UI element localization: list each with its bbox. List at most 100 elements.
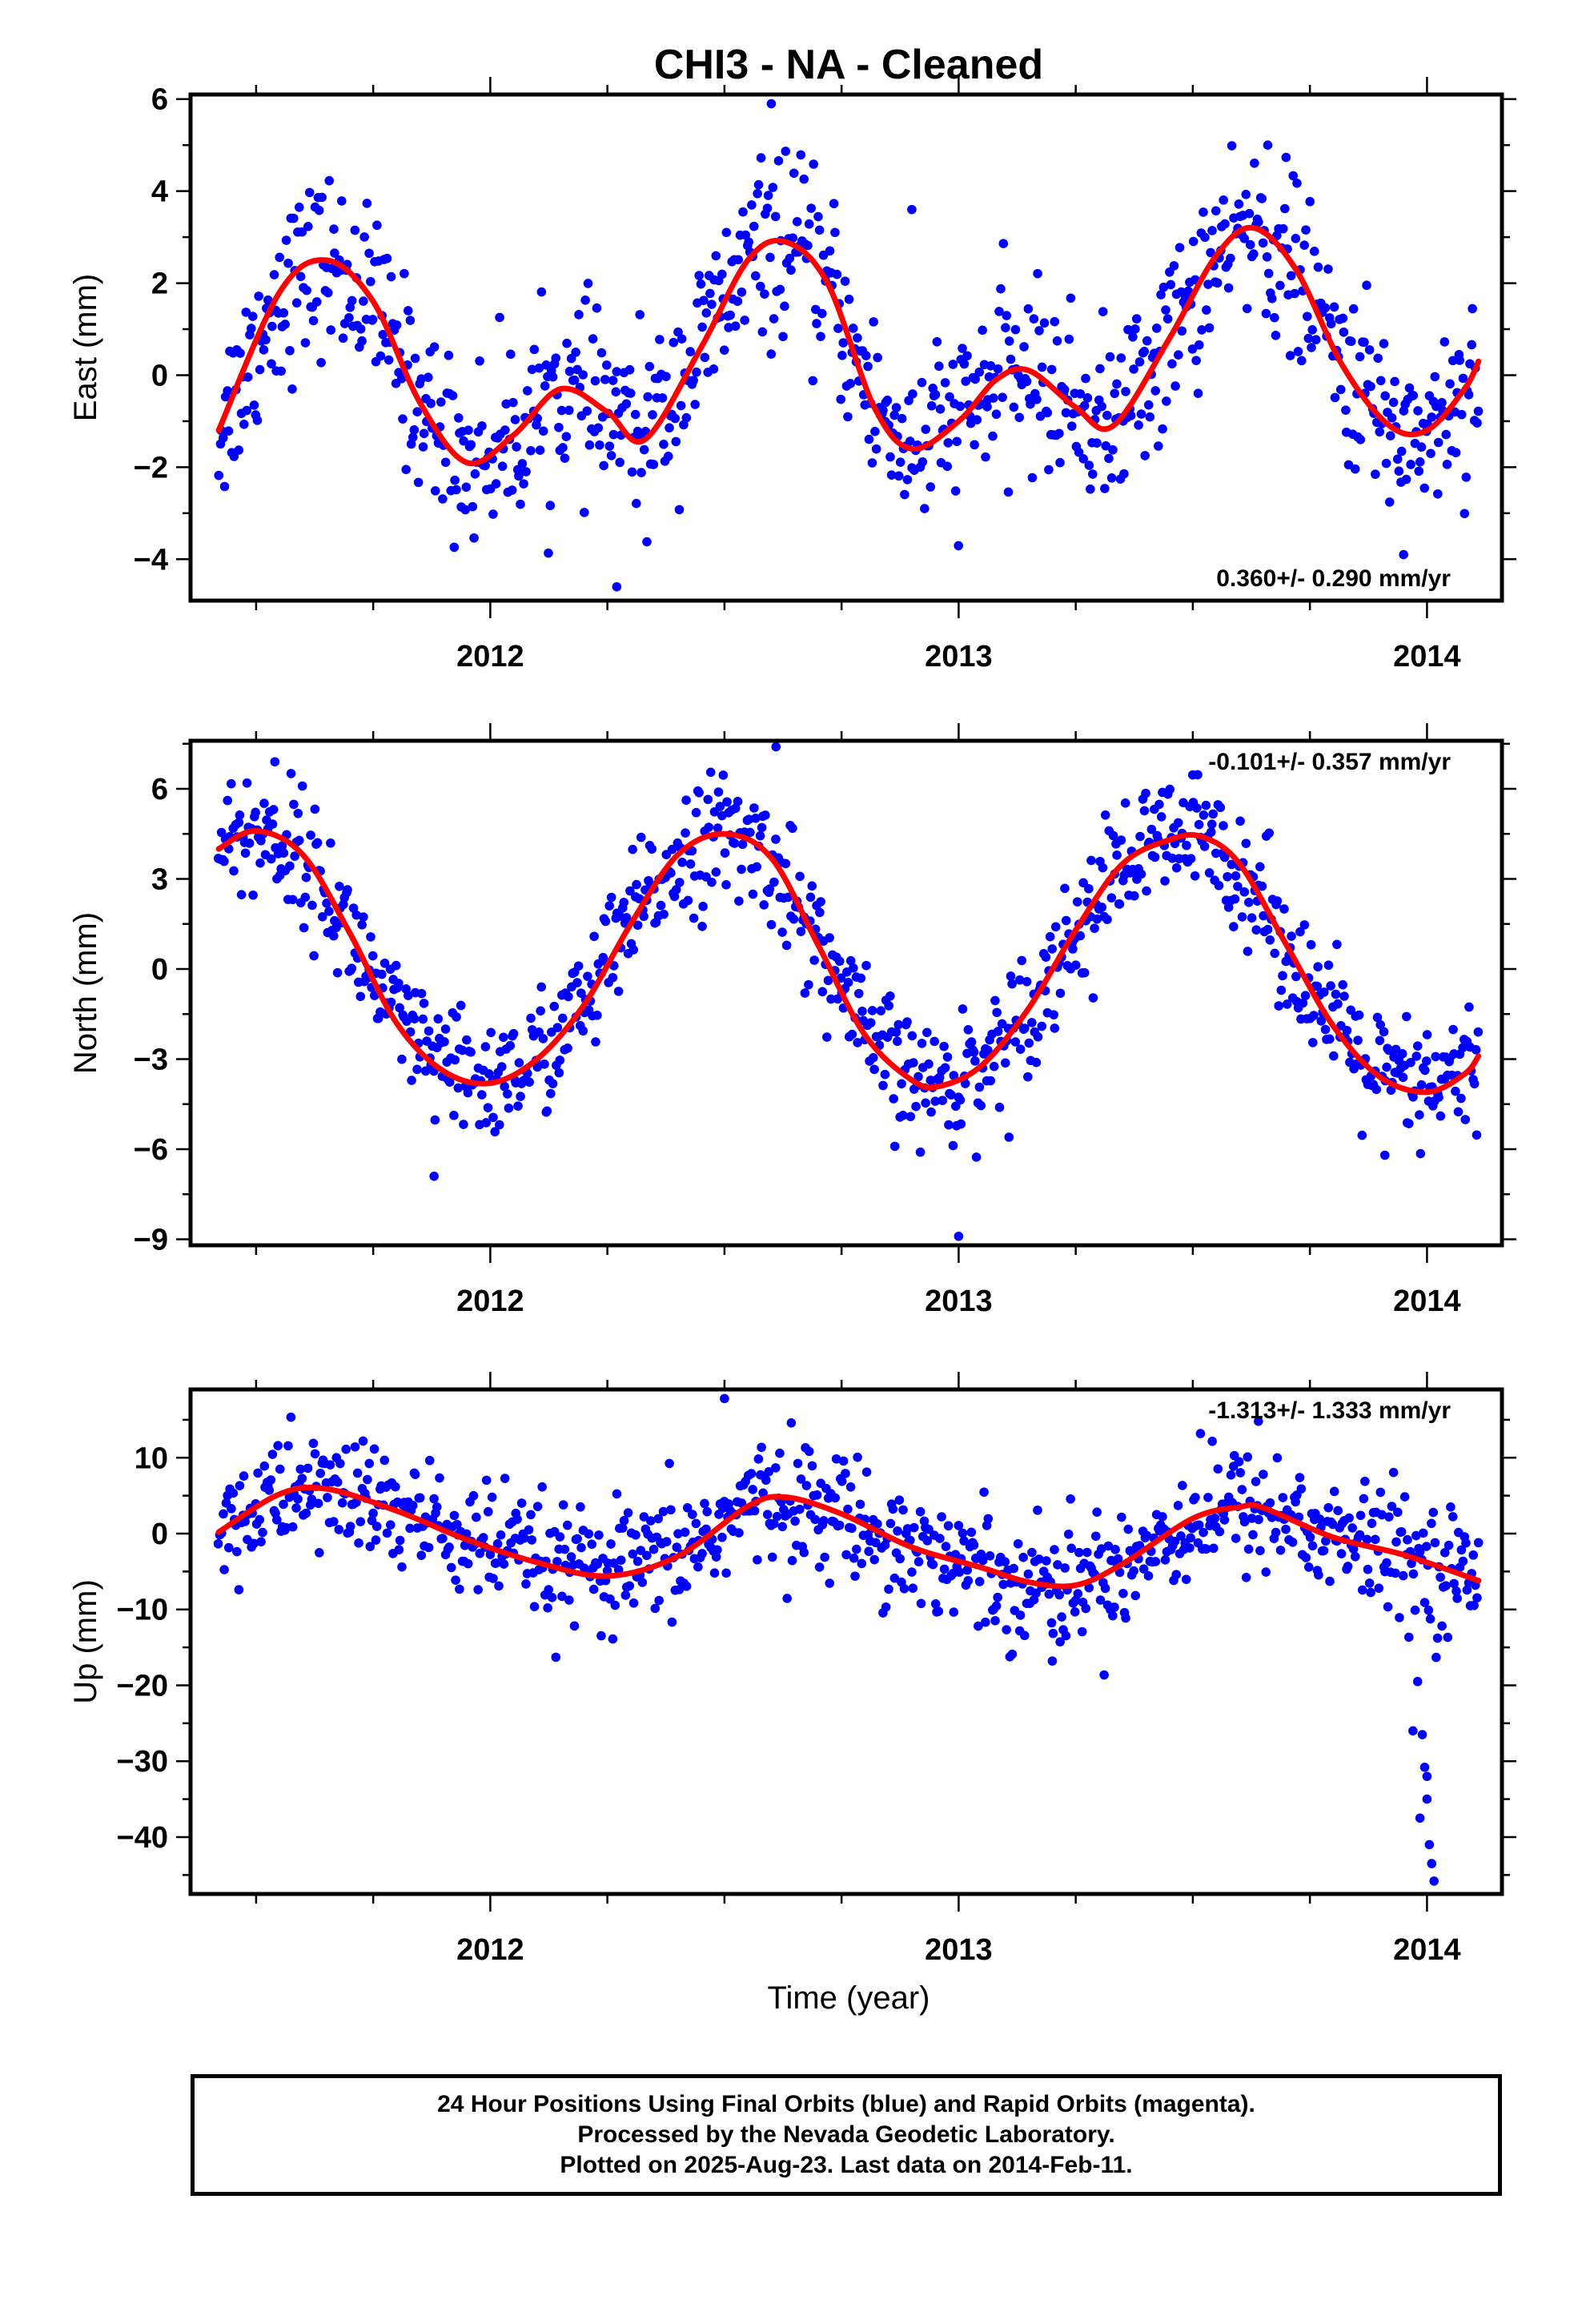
- data-point: [255, 364, 265, 375]
- data-point: [653, 1514, 664, 1524]
- data-point: [252, 416, 263, 425]
- data-point: [1360, 1476, 1370, 1486]
- data-point: [753, 1454, 764, 1464]
- data-point: [475, 356, 484, 366]
- data-point: [845, 1482, 856, 1492]
- data-point: [1370, 1534, 1380, 1545]
- data-point: [409, 425, 420, 435]
- data-point: [444, 1077, 455, 1088]
- data-point: [803, 240, 813, 251]
- data-point: [453, 1083, 464, 1093]
- data-point: [248, 890, 258, 900]
- data-point: [761, 810, 770, 820]
- data-point: [1383, 1045, 1394, 1055]
- data-point: [1398, 1072, 1408, 1083]
- data-point: [446, 1562, 456, 1573]
- data-point: [1220, 219, 1230, 229]
- data-point: [410, 1470, 420, 1479]
- data-point: [696, 279, 706, 289]
- data-point: [679, 420, 689, 430]
- data-point: [269, 270, 279, 279]
- data-point: [761, 1475, 771, 1486]
- data-point: [916, 1598, 926, 1609]
- data-point: [295, 1464, 306, 1474]
- data-point: [959, 1536, 969, 1546]
- data-point: [377, 969, 387, 979]
- data-point: [661, 1537, 672, 1546]
- data-point: [789, 914, 799, 924]
- data-point: [1443, 1632, 1453, 1642]
- data-point: [1375, 1019, 1386, 1030]
- data-point: [1081, 373, 1090, 384]
- data-point: [1336, 1549, 1347, 1558]
- data-point: [1154, 799, 1164, 810]
- data-point: [884, 1001, 893, 1011]
- data-point: [777, 1522, 788, 1532]
- data-point: [1243, 947, 1253, 956]
- data-point: [338, 333, 348, 344]
- data-point: [569, 375, 580, 385]
- data-point: [1320, 303, 1331, 313]
- data-point: [1458, 373, 1468, 384]
- data-point: [771, 1463, 781, 1473]
- data-point: [1010, 1037, 1021, 1047]
- data-point: [898, 1505, 908, 1515]
- data-point: [1419, 1762, 1430, 1772]
- data-point: [1311, 335, 1321, 344]
- data-point: [1355, 1530, 1365, 1540]
- data-point: [347, 963, 357, 973]
- data-point: [913, 1557, 924, 1566]
- data-point: [219, 856, 229, 866]
- data-point: [1019, 1630, 1030, 1641]
- data-point: [500, 425, 510, 435]
- data-point: [1214, 880, 1224, 891]
- data-point: [1114, 899, 1125, 909]
- data-point: [1355, 435, 1366, 444]
- data-point: [1237, 1485, 1247, 1494]
- data-point: [1458, 1556, 1468, 1566]
- data-point: [655, 335, 665, 344]
- data-point: [737, 839, 748, 850]
- data-point: [1404, 1119, 1414, 1128]
- data-point: [637, 1578, 648, 1587]
- data-point: [909, 1522, 919, 1533]
- data-point: [1422, 1030, 1432, 1039]
- data-point: [804, 219, 814, 229]
- data-point: [713, 1545, 722, 1555]
- data-point: [998, 239, 1009, 248]
- data-point: [343, 885, 352, 895]
- data-point: [1257, 194, 1267, 203]
- data-point: [648, 410, 657, 420]
- data-point: [1006, 971, 1016, 981]
- data-point: [540, 381, 550, 391]
- data-point: [994, 307, 1004, 316]
- data-point: [242, 778, 252, 788]
- data-point: [1367, 1518, 1377, 1529]
- data-point: [994, 1102, 1005, 1112]
- data-point: [1439, 337, 1450, 347]
- data-point: [1063, 1529, 1074, 1539]
- data-point: [448, 391, 458, 400]
- data-point: [935, 404, 946, 414]
- data-point: [749, 1506, 760, 1516]
- data-point: [838, 1456, 849, 1466]
- data-point: [1161, 305, 1170, 315]
- data-point: [323, 1493, 332, 1502]
- data-point: [628, 945, 639, 955]
- data-point: [580, 508, 589, 517]
- data-point: [415, 1493, 425, 1503]
- data-point: [989, 393, 998, 403]
- data-point: [893, 1019, 904, 1030]
- data-point: [532, 1062, 542, 1072]
- data-point: [499, 1032, 508, 1043]
- data-point: [986, 360, 996, 371]
- data-point: [1456, 409, 1467, 420]
- data-point: [600, 916, 611, 927]
- data-point: [889, 1094, 898, 1104]
- data-point: [405, 316, 416, 325]
- data-point: [1182, 840, 1191, 850]
- data-point: [1473, 1027, 1484, 1037]
- data-point: [1023, 1569, 1034, 1579]
- data-point: [722, 797, 732, 807]
- data-point: [955, 401, 966, 412]
